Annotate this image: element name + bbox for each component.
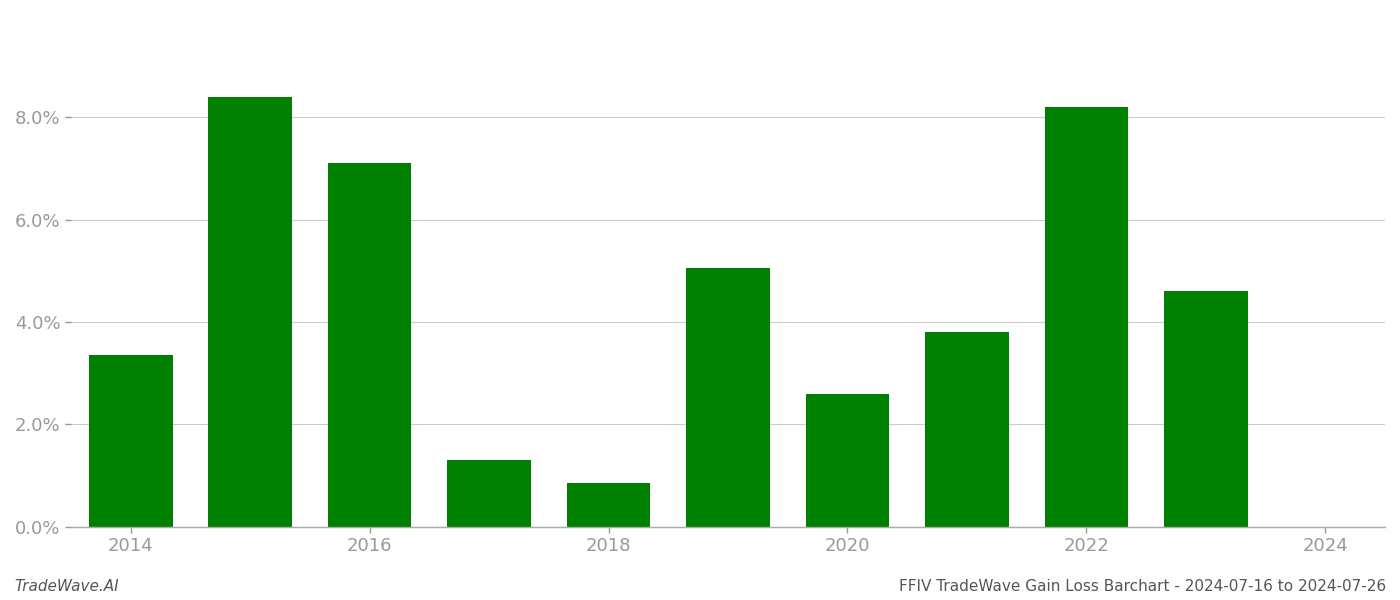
Bar	[328, 163, 412, 527]
Bar	[1044, 107, 1128, 527]
Bar	[209, 97, 293, 527]
Bar	[805, 394, 889, 527]
Bar	[90, 355, 172, 527]
Text: FFIV TradeWave Gain Loss Barchart - 2024-07-16 to 2024-07-26: FFIV TradeWave Gain Loss Barchart - 2024…	[899, 579, 1386, 594]
Bar	[1163, 291, 1247, 527]
Bar	[567, 483, 651, 527]
Bar	[925, 332, 1009, 527]
Bar	[686, 268, 770, 527]
Bar	[448, 460, 531, 527]
Text: TradeWave.AI: TradeWave.AI	[14, 579, 119, 594]
